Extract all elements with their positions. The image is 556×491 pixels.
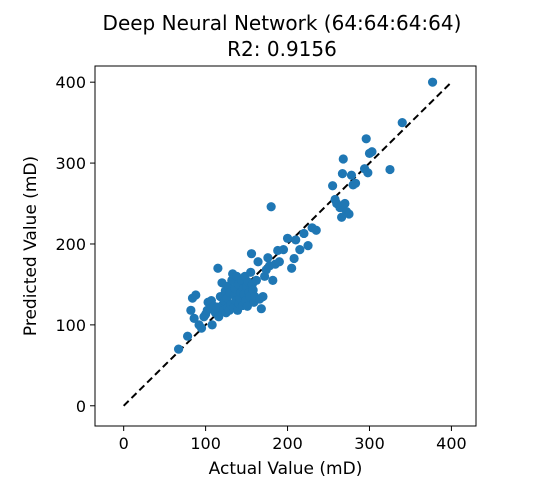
data-point (350, 178, 361, 188)
data-point (427, 77, 438, 87)
y-tick-label: 0 (76, 397, 86, 416)
data-point (303, 240, 313, 251)
data-point (340, 198, 350, 209)
plot-frame (94, 65, 477, 427)
data-point (253, 257, 263, 267)
x-tick-label: 200 (272, 434, 303, 453)
data-point (361, 134, 371, 144)
data-point (289, 253, 299, 264)
chart-subtitle: R2: 0.9156 (227, 37, 337, 61)
data-point (363, 168, 373, 178)
x-tick-label: 300 (354, 434, 385, 453)
reference-line-layer (122, 81, 453, 407)
reference-line (122, 81, 453, 407)
data-point (182, 331, 193, 341)
data-point (295, 245, 305, 255)
data-point (213, 263, 223, 273)
y-tick-label: 200 (55, 235, 86, 254)
data-point (291, 235, 301, 245)
y-tick-label: 300 (55, 154, 86, 173)
data-point (186, 305, 196, 315)
x-axis-label: Actual Value (mD) (209, 459, 363, 479)
data-point (173, 344, 184, 354)
y-tick-label: 400 (55, 73, 86, 92)
x-tick-label: 100 (190, 434, 221, 453)
data-point (397, 118, 407, 128)
data-point (278, 245, 289, 255)
data-point (207, 320, 217, 330)
y-tick-label: 100 (55, 316, 86, 335)
data-point (266, 202, 276, 212)
axis-ticks-layer: 0 100 200 300 400 0 100 200 300 400 (55, 73, 466, 453)
data-point (299, 228, 309, 239)
data-points-layer (173, 77, 438, 354)
data-point (263, 253, 273, 263)
chart-title: Deep Neural Network (64:64:64:64) (103, 11, 462, 35)
data-point (196, 323, 207, 333)
data-point (282, 233, 293, 243)
data-point (268, 275, 278, 285)
x-tick-label: 0 (119, 434, 129, 453)
data-point (251, 275, 262, 285)
data-point (189, 313, 199, 324)
data-point (367, 147, 377, 157)
data-point (287, 263, 297, 273)
data-point (338, 154, 348, 164)
data-point (337, 168, 348, 179)
data-point (214, 312, 224, 322)
data-point (385, 164, 395, 175)
data-point (258, 291, 268, 302)
data-point (311, 225, 321, 235)
data-point (344, 209, 354, 219)
y-axis-label: Predicted Value (mD) (21, 156, 41, 336)
data-point (274, 257, 284, 267)
data-point (191, 290, 201, 300)
data-point (246, 249, 257, 259)
data-point (328, 181, 338, 191)
data-point (246, 267, 256, 277)
x-tick-label: 400 (436, 434, 467, 453)
data-point (256, 304, 266, 314)
data-point (346, 170, 357, 180)
